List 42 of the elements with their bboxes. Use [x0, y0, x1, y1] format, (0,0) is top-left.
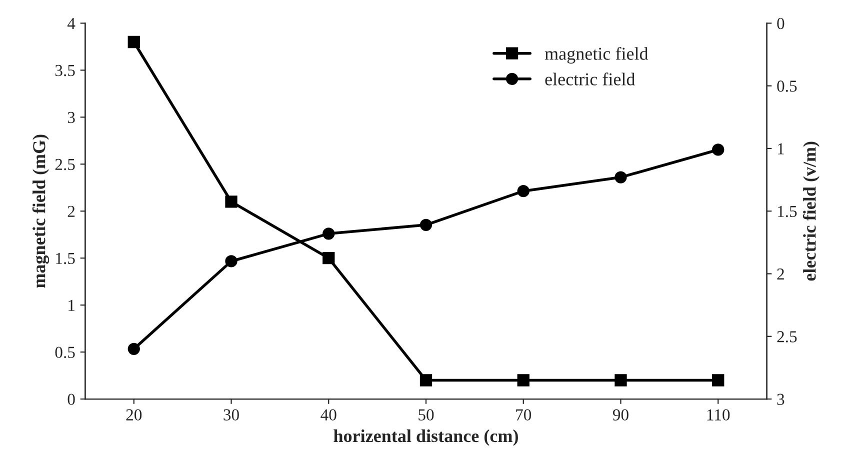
point [517, 185, 530, 198]
y-tick-label: 0 [68, 394, 75, 405]
y-tick-label: 3.5 [55, 64, 75, 76]
y-tick-label: 0.5 [55, 346, 75, 358]
y-axis-title: magnetic field (mG) [32, 134, 50, 288]
y-tick-label: 2.5 [55, 158, 75, 170]
x-tick-label: 30 [224, 409, 239, 420]
point [322, 252, 335, 264]
point [322, 228, 335, 240]
y2-axis-title: electric field (v/m) [802, 142, 820, 281]
point [614, 171, 627, 184]
point [128, 342, 140, 356]
y2-tick-label: 1.5 [778, 206, 797, 218]
point [128, 36, 140, 48]
point [614, 374, 627, 386]
point [420, 218, 432, 231]
point [225, 255, 238, 268]
x-tick-label: 40 [320, 409, 336, 420]
point [712, 374, 724, 386]
y-tick-label: 1.5 [56, 252, 75, 264]
x-tick-label: 50 [418, 409, 434, 420]
point [517, 374, 530, 386]
y2-tick-label: 1 [778, 143, 784, 154]
point [712, 144, 724, 156]
y2-tick-label: 2.5 [777, 331, 797, 342]
y-tick-label: 3 [68, 112, 75, 124]
legend-label: magnetic field [544, 46, 648, 64]
y-tick-label: 4 [67, 18, 76, 29]
y-tick-label: 2 [68, 206, 75, 217]
y2-tick-label: 0.5 [777, 80, 797, 92]
y2-tick-label: 3 [777, 394, 784, 405]
x-tick-label: 20 [126, 409, 142, 420]
point [420, 374, 432, 386]
x-tick-label: 90 [612, 409, 628, 420]
x-tick-label: 110 [707, 409, 730, 420]
x-axis-title: horizental distance (cm) [334, 429, 518, 446]
y2-tick-label: 2 [777, 268, 784, 280]
point [225, 196, 238, 208]
x-tick-label: 70 [516, 409, 532, 420]
legend-label: electric field [545, 72, 636, 86]
y-tick-label: 1 [68, 300, 74, 311]
y2-tick-label: 0 [777, 18, 784, 30]
